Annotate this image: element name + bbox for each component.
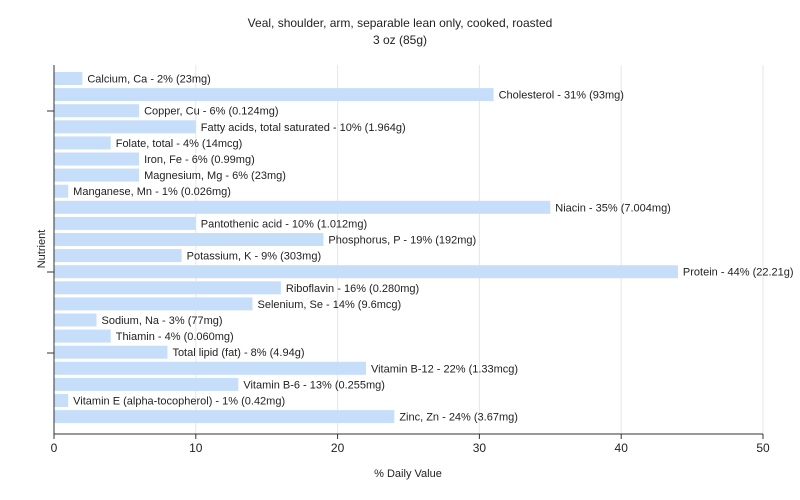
bar	[54, 104, 140, 118]
bar-label: Sodium, Na - 3% (77mg)	[102, 315, 223, 327]
bar-label: Fatty acids, total saturated - 10% (1.96…	[201, 122, 406, 134]
bar-label: Vitamin E (alpha-tocopherol) - 1% (0.42m…	[73, 396, 285, 408]
bar	[54, 184, 69, 198]
bar	[54, 329, 111, 343]
bar-label: Thiamin - 4% (0.060mg)	[116, 331, 234, 343]
x-tick-label: 0	[51, 441, 58, 455]
bar-label: Folate, total - 4% (14mcg)	[116, 138, 243, 150]
bar	[54, 345, 168, 359]
bar	[54, 233, 324, 246]
axes	[47, 65, 763, 435]
bar-label: Zinc, Zn - 24% (3.67mg)	[399, 412, 518, 424]
bars: Calcium, Ca - 2% (23mg) Cholesterol - 31%…	[54, 72, 794, 424]
bar	[54, 216, 196, 230]
bar-label: Potassium, K - 9% (303mg)	[187, 251, 322, 263]
bar-label: Protein - 44% (22.21g)	[683, 267, 794, 279]
x-tick-label: 50	[756, 441, 770, 455]
y-axis-label: Nutrient	[36, 230, 48, 269]
bar-label: Vitamin B-6 - 13% (0.255mg)	[243, 379, 385, 391]
bar	[54, 120, 196, 134]
x-tick-label: 20	[331, 441, 345, 455]
bar	[54, 281, 281, 295]
bar-label: Riboflavin - 16% (0.280mg)	[286, 283, 419, 295]
bar-label: Pantothenic acid - 10% (1.012mg)	[201, 218, 367, 230]
bar-label: Cholesterol - 31% (93mg)	[499, 90, 624, 102]
bar-label: Copper, Cu - 6% (0.124mg)	[144, 106, 279, 118]
x-tick-label: 30	[473, 441, 487, 455]
chart-title: Veal, shoulder, arm, separable lean only…	[248, 16, 553, 30]
x-tick-label: 40	[615, 441, 629, 455]
bar	[54, 394, 69, 407]
bar	[54, 377, 239, 391]
bar-label: Manganese, Mn - 1% (0.026mg)	[73, 186, 231, 198]
bar	[54, 152, 140, 166]
bar-label: Niacin - 35% (7.004mg)	[555, 202, 671, 214]
bar	[54, 72, 83, 85]
bar	[54, 136, 111, 150]
bar	[54, 249, 182, 263]
bar-label: Selenium, Se - 14% (9.6mcg)	[258, 299, 402, 311]
bar	[54, 88, 494, 102]
bar-label: Phosphorus, P - 19% (192mg)	[328, 235, 476, 247]
bar-label: Magnesium, Mg - 6% (23mg)	[144, 170, 286, 182]
bar	[54, 297, 253, 311]
bar-label: Vitamin B-12 - 22% (1.33mcg)	[371, 363, 518, 375]
bar-label: Calcium, Ca - 2% (23mg)	[87, 74, 210, 86]
bar	[54, 200, 551, 214]
x-axis-ticks: 0 10 20 30 40 50	[51, 434, 770, 455]
bar	[54, 410, 395, 424]
bar-label: Total lipid (fat) - 8% (4.94g)	[172, 347, 304, 359]
bar	[54, 313, 97, 327]
x-axis-label: % Daily Value	[374, 468, 442, 480]
bar-label: Iron, Fe - 6% (0.99mg)	[144, 154, 255, 166]
chart-subtitle: 3 oz (85g)	[373, 33, 427, 47]
x-tick-label: 10	[189, 441, 203, 455]
bar	[54, 168, 140, 182]
bar	[54, 361, 366, 375]
bar	[54, 265, 678, 279]
